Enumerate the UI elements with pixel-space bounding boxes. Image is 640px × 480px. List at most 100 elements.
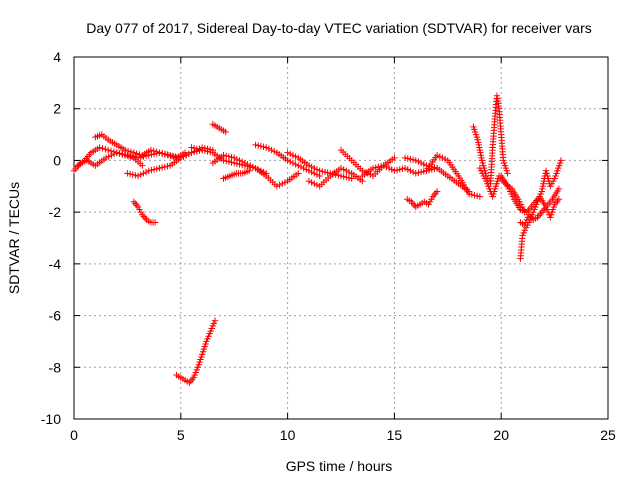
data-point: [281, 179, 289, 186]
data-point: [385, 164, 393, 172]
data-point: [249, 163, 257, 171]
data-point: [303, 166, 310, 173]
series-track-22: [517, 157, 565, 262]
data-point: [401, 154, 409, 162]
data-point: [369, 164, 377, 172]
x-tick-label: 15: [387, 427, 403, 443]
data-point: [345, 174, 353, 182]
data-point: [404, 166, 411, 173]
data-point: [316, 167, 323, 174]
data-point: [388, 166, 395, 173]
data-point: [292, 153, 299, 160]
data-point: [340, 173, 347, 180]
data-point: [222, 152, 230, 160]
data-point: [287, 158, 294, 165]
data-point: [284, 149, 291, 156]
y-tick-label: -10: [41, 411, 61, 427]
data-point: [124, 170, 131, 177]
data-point: [102, 146, 109, 153]
y-tick-label: 2: [53, 101, 61, 117]
data-point: [150, 166, 158, 173]
data-point: [257, 143, 265, 150]
data-point: [105, 153, 112, 160]
data-point: [137, 171, 144, 178]
data-point: [554, 197, 561, 205]
y-tick-label: 0: [53, 152, 61, 168]
series-track-7: [209, 121, 229, 136]
data-point: [222, 128, 229, 136]
data-point: [180, 153, 187, 160]
series-track-18: [423, 152, 484, 200]
data-point: [289, 152, 297, 159]
data-point: [431, 164, 438, 171]
data-point: [247, 162, 254, 169]
data-point: [133, 150, 140, 157]
data-point: [140, 170, 147, 177]
data-point: [399, 165, 406, 173]
data-point: [417, 168, 425, 176]
chart-title: Day 077 of 2017, Sidereal Day-to-day VTE…: [86, 20, 592, 36]
plot-frame: [73, 56, 609, 420]
series-track-13: [305, 164, 366, 190]
data-point: [220, 152, 227, 159]
data-point: [132, 200, 139, 207]
data-point: [415, 169, 422, 176]
data-point: [319, 168, 326, 175]
data-point: [367, 171, 374, 178]
data-point: [431, 191, 438, 199]
data-point: [206, 148, 214, 156]
data-point: [188, 144, 195, 151]
data-point: [116, 150, 123, 157]
data-point: [161, 151, 169, 158]
data-point: [295, 162, 302, 169]
data-point: [185, 150, 193, 158]
data-point: [204, 148, 211, 155]
data-point: [122, 146, 129, 154]
data-point: [471, 192, 478, 199]
series-track-11: [252, 141, 323, 180]
data-point: [412, 157, 419, 164]
data-point: [110, 148, 118, 156]
data-point: [417, 159, 425, 167]
data-point: [343, 174, 350, 181]
data-point: [177, 154, 184, 162]
data-point: [305, 162, 313, 169]
data-point: [239, 158, 246, 165]
data-point: [113, 149, 120, 156]
data-point: [142, 214, 149, 222]
data-point: [96, 144, 103, 151]
data-point: [391, 154, 398, 162]
data-point: [393, 166, 401, 174]
data-point: [156, 149, 163, 156]
data-point: [473, 192, 481, 200]
data-point: [164, 163, 171, 170]
series-track-23: [517, 196, 563, 229]
data-point: [407, 167, 414, 174]
data-point: [148, 151, 155, 158]
data-point: [557, 157, 565, 164]
data-point: [439, 154, 446, 162]
data-point: [433, 152, 441, 159]
data-point: [255, 142, 262, 149]
data-point: [198, 146, 206, 154]
data-point: [139, 162, 146, 169]
series-track-21: [498, 172, 563, 216]
data-point: [321, 168, 329, 176]
y-tick-label: -8: [49, 359, 62, 375]
data-point: [415, 158, 422, 165]
data-point: [211, 317, 219, 324]
data-point: [284, 157, 291, 164]
data-point: [147, 146, 155, 154]
data-point: [148, 166, 155, 174]
data-point: [324, 169, 331, 176]
data-point: [130, 149, 138, 156]
data-point: [420, 168, 427, 175]
data-point: [311, 164, 318, 172]
data-point: [311, 180, 318, 187]
data-point: [383, 163, 390, 171]
data-point: [130, 198, 138, 205]
series-track-3: [92, 131, 189, 162]
x-tick-label: 25: [600, 427, 616, 443]
data-point: [233, 155, 241, 163]
